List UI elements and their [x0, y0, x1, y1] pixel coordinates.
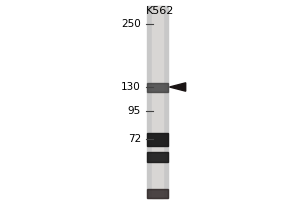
Text: K562: K562 [146, 6, 175, 16]
Bar [147, 152, 168, 162]
Bar [147, 189, 168, 198]
Text: 95: 95 [128, 106, 141, 116]
Text: 72: 72 [128, 134, 141, 144]
Bar [152, 6, 163, 198]
Text: 130: 130 [121, 82, 141, 92]
Bar [147, 6, 168, 198]
Bar [147, 82, 168, 92]
Bar [147, 132, 168, 146]
Polygon shape [169, 83, 186, 91]
Text: 250: 250 [121, 19, 141, 29]
